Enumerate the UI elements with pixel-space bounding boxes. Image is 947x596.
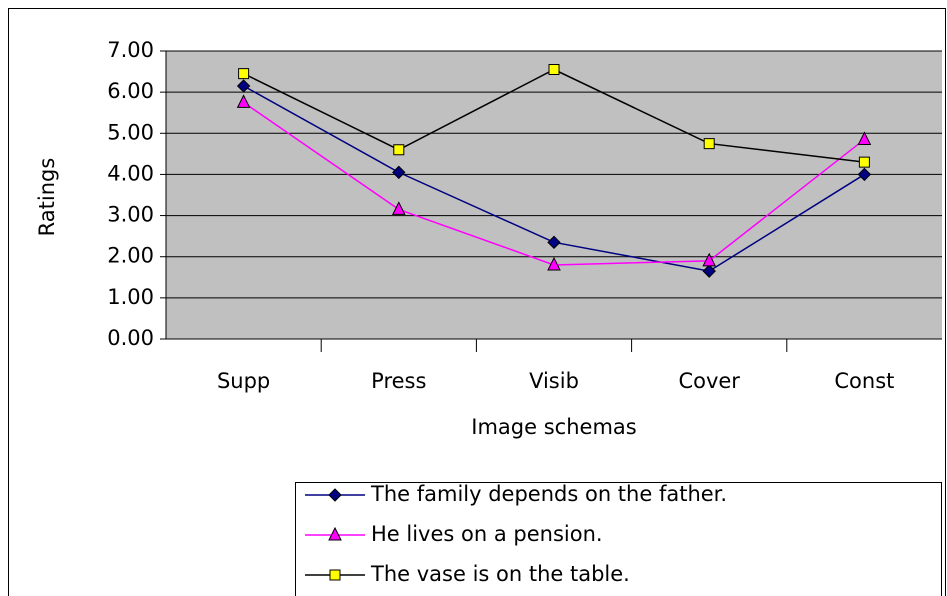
plot-area bbox=[166, 51, 942, 339]
legend-label: The family depends on the father. bbox=[370, 482, 727, 506]
data-point bbox=[393, 144, 405, 156]
y-axis-label: Ratings bbox=[35, 158, 59, 237]
data-point bbox=[238, 68, 250, 80]
data-point bbox=[857, 131, 872, 145]
data-point bbox=[392, 165, 406, 180]
y-tick-label: 1.00 bbox=[107, 285, 154, 309]
legend-label: The vase is on the table. bbox=[370, 562, 630, 586]
legend-box bbox=[295, 482, 942, 596]
x-tick-label: Const bbox=[834, 369, 894, 393]
data-point bbox=[702, 252, 717, 267]
data-point bbox=[857, 167, 872, 182]
x-tick-label: Press bbox=[371, 369, 426, 393]
data-point bbox=[391, 201, 406, 215]
legend-marker bbox=[328, 526, 342, 541]
data-point bbox=[702, 264, 716, 278]
y-tick-label: 6.00 bbox=[107, 79, 154, 103]
chart-frame bbox=[8, 8, 946, 596]
y-tick-label: 5.00 bbox=[107, 120, 154, 144]
data-point bbox=[548, 64, 560, 76]
legend-marker bbox=[328, 488, 342, 502]
y-tick-label: 3.00 bbox=[107, 203, 154, 227]
data-point bbox=[236, 79, 251, 93]
legend-label: He lives on a pension. bbox=[371, 522, 603, 546]
x-tick-label: Supp bbox=[217, 369, 270, 393]
legend-marker bbox=[329, 569, 341, 581]
data-point bbox=[236, 94, 251, 108]
data-point bbox=[703, 138, 715, 150]
y-tick-label: 7.00 bbox=[107, 38, 154, 62]
y-tick-label: 4.00 bbox=[107, 161, 154, 185]
x-axis-label: Image schemas bbox=[471, 415, 636, 439]
y-tick-label: 0.00 bbox=[107, 326, 154, 350]
data-point bbox=[547, 256, 561, 271]
x-tick-label: Cover bbox=[678, 369, 740, 393]
data-point bbox=[547, 235, 561, 250]
y-tick-label: 2.00 bbox=[107, 244, 154, 268]
x-tick-label: Visib bbox=[529, 369, 579, 393]
data-point bbox=[858, 156, 870, 168]
